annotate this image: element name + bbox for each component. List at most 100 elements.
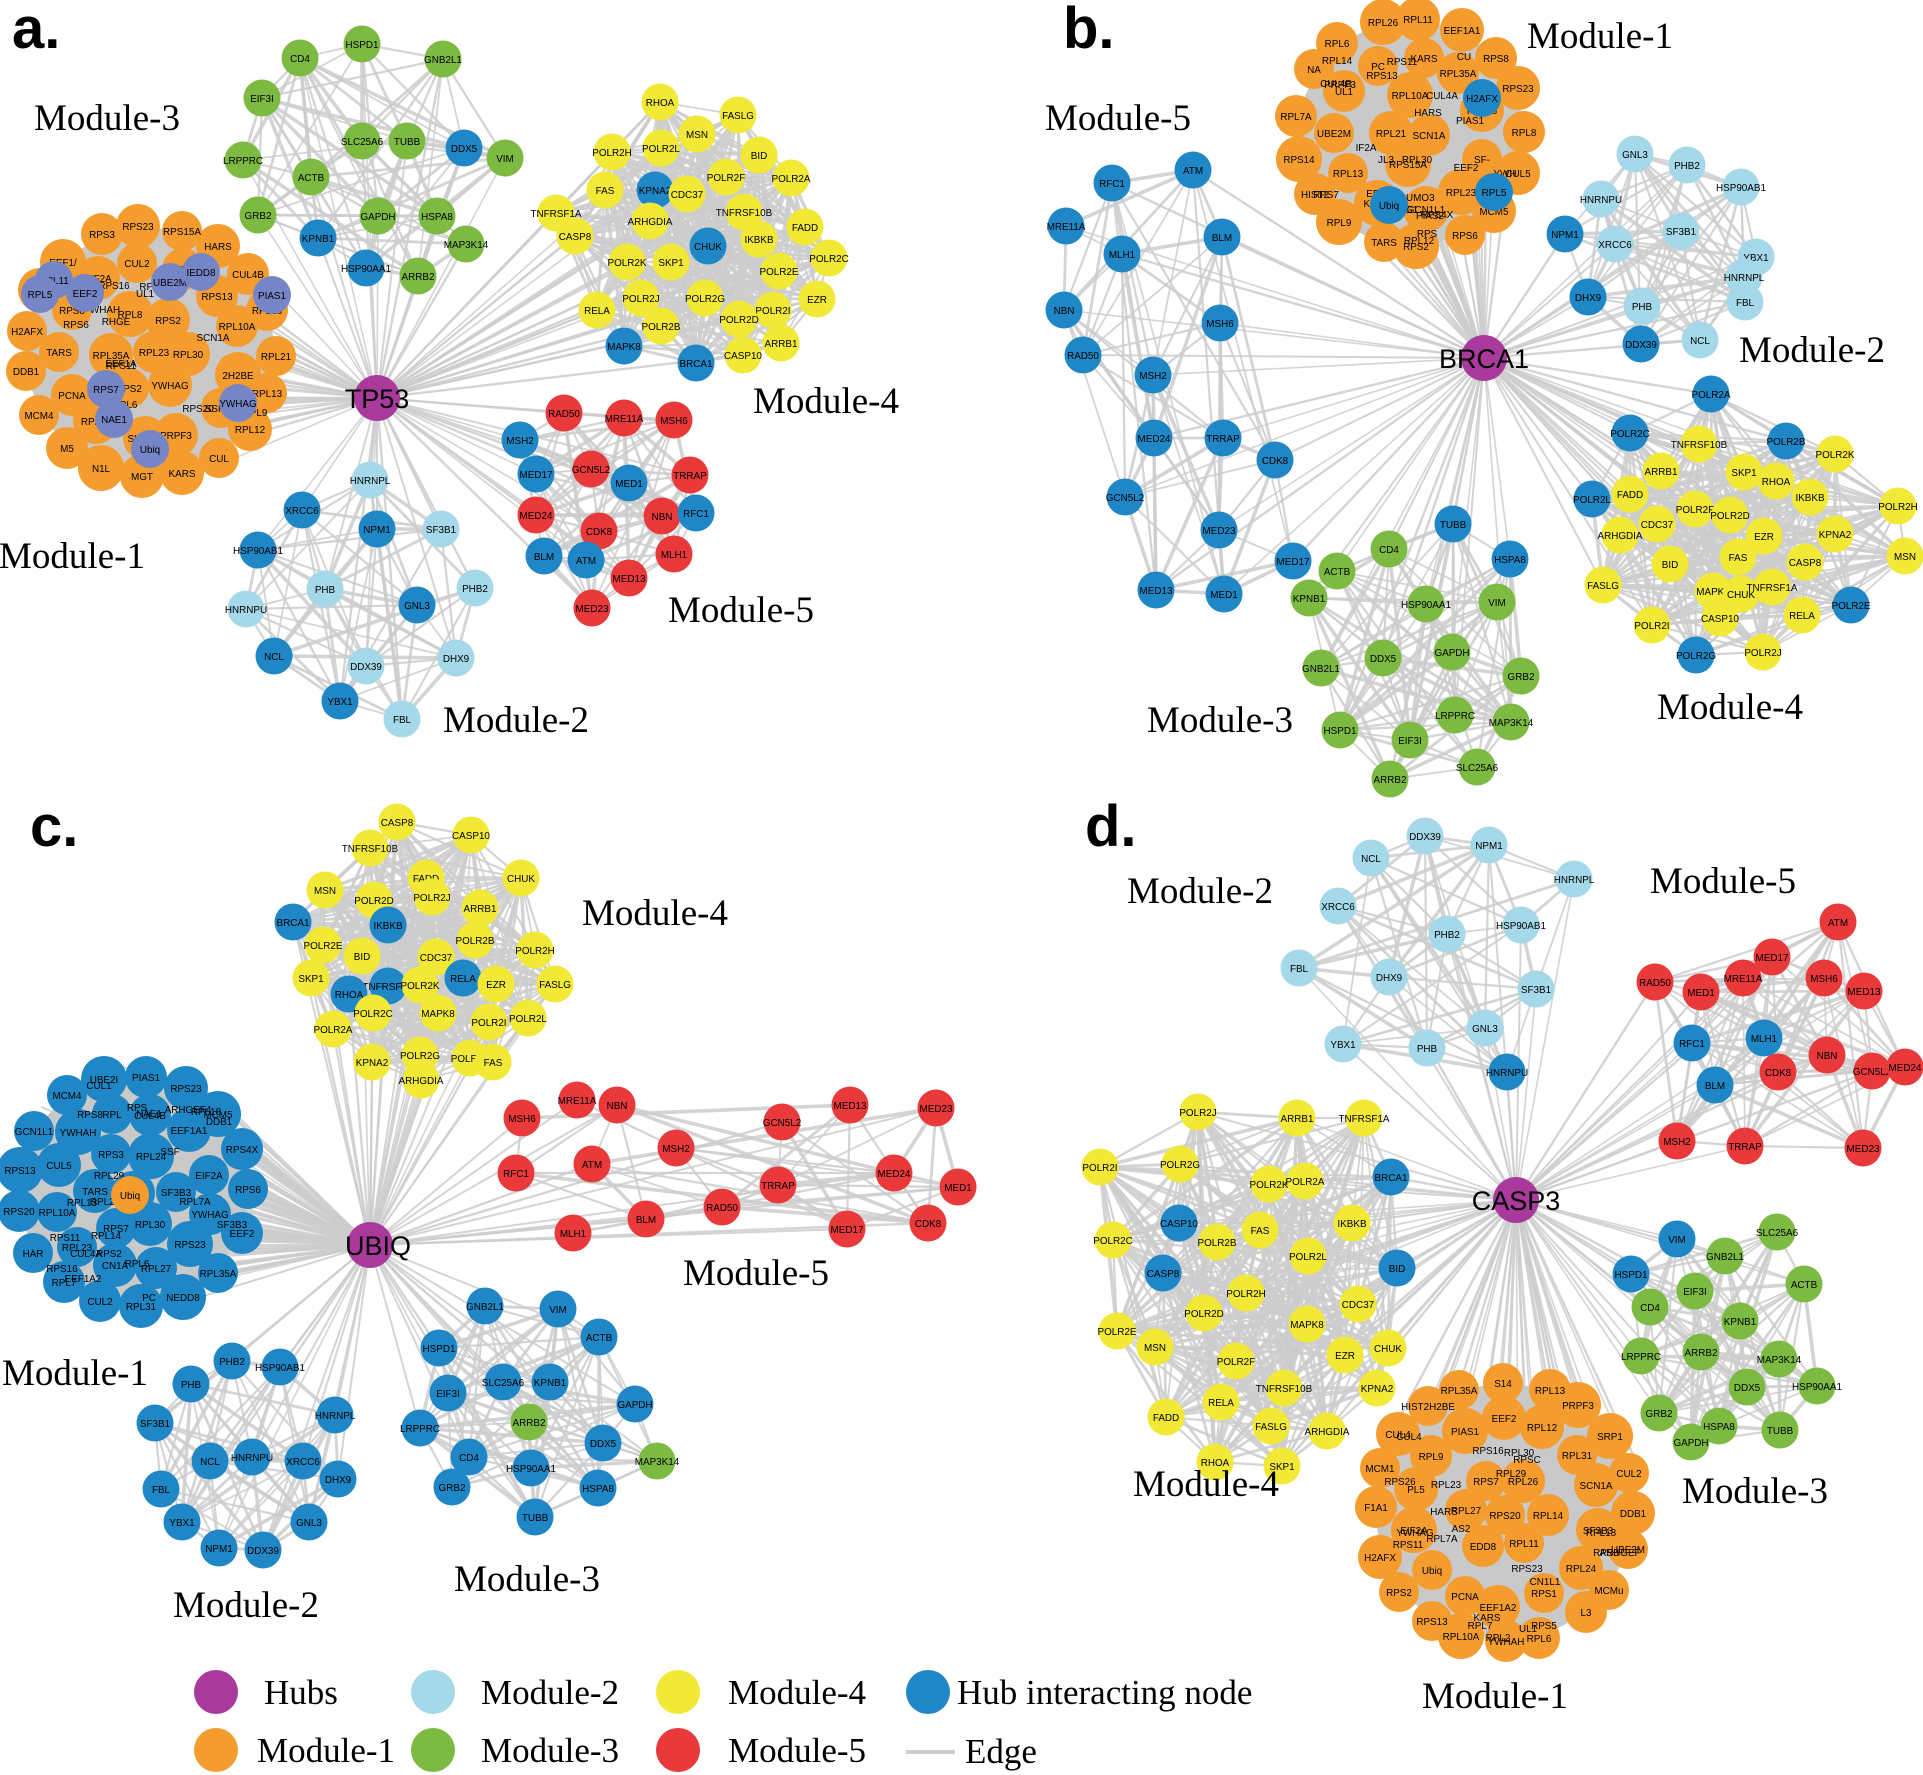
svg-text:IKBKB: IKBKB xyxy=(1337,1219,1367,1230)
svg-text:IKBKB: IKBKB xyxy=(373,921,403,932)
svg-text:RPL26: RPL26 xyxy=(1368,18,1399,29)
svg-text:KPNA2: KPNA2 xyxy=(1361,1384,1393,1395)
svg-text:POLR2D: POLR2D xyxy=(354,896,394,907)
svg-text:POLR2J: POLR2J xyxy=(1744,648,1781,659)
svg-text:GNB2L1: GNB2L1 xyxy=(466,1302,504,1313)
svg-text:CASP10: CASP10 xyxy=(1160,1219,1198,1230)
svg-text:BID: BID xyxy=(751,151,767,162)
svg-text:EDD8: EDD8 xyxy=(1470,1542,1497,1553)
svg-text:KARS: KARS xyxy=(169,469,196,480)
svg-text:MED13: MED13 xyxy=(1848,987,1881,998)
svg-text:IF2A: IF2A xyxy=(1356,143,1377,154)
svg-text:FASLG: FASLG xyxy=(1587,581,1619,592)
svg-text:RPS7: RPS7 xyxy=(1473,1477,1499,1488)
svg-text:FASLG: FASLG xyxy=(539,980,571,991)
svg-text:RPS11: RPS11 xyxy=(106,361,137,372)
svg-text:GNL3: GNL3 xyxy=(1472,1024,1498,1035)
svg-text:DDX39: DDX39 xyxy=(247,1546,279,1557)
svg-text:POLR2E: POLR2E xyxy=(760,267,799,278)
svg-text:RPL6: RPL6 xyxy=(125,1259,150,1270)
svg-text:POLR2J: POLR2J xyxy=(622,294,659,305)
svg-text:FADD: FADD xyxy=(1153,1413,1179,1424)
svg-text:EEF1A1: EEF1A1 xyxy=(171,1126,208,1137)
svg-text:LRPPRC: LRPPRC xyxy=(400,1424,440,1435)
svg-text:RELA: RELA xyxy=(1208,1398,1234,1409)
svg-text:UL1: UL1 xyxy=(1519,1624,1538,1635)
svg-text:RPL21: RPL21 xyxy=(261,352,292,363)
svg-text:RAD50: RAD50 xyxy=(706,1203,738,1214)
svg-text:XRCC6: XRCC6 xyxy=(1321,902,1355,913)
svg-text:HARS: HARS xyxy=(204,242,232,253)
svg-text:EZR: EZR xyxy=(1335,1351,1355,1362)
svg-text:POLR2F: POLR2F xyxy=(1676,505,1714,516)
svg-text:RPS6: RPS6 xyxy=(63,320,89,331)
svg-text:MLH1: MLH1 xyxy=(1751,1034,1778,1045)
svg-text:NAE1: NAE1 xyxy=(101,415,127,426)
svg-text:RPS2: RPS2 xyxy=(116,384,142,395)
svg-text:BLM: BLM xyxy=(534,552,554,563)
svg-text:POLR2D: POLR2D xyxy=(1184,1309,1224,1320)
svg-text:KPNB1: KPNB1 xyxy=(302,234,335,245)
svg-text:RPL7A: RPL7A xyxy=(179,1197,211,1208)
svg-text:ACTB: ACTB xyxy=(586,1333,613,1344)
svg-text:PIAS1: PIAS1 xyxy=(258,291,287,302)
svg-text:RHGE: RHGE xyxy=(102,317,131,328)
svg-text:EEF1A2: EEF1A2 xyxy=(65,1274,102,1285)
svg-text:POLR2I: POLR2I xyxy=(755,306,790,317)
svg-text:POLR2C: POLR2C xyxy=(1610,429,1650,440)
svg-text:PIAS1: PIAS1 xyxy=(1456,116,1485,127)
svg-text:CN1L1: CN1L1 xyxy=(1530,1577,1561,1588)
svg-text:CUL4B: CUL4B xyxy=(1320,79,1352,90)
svg-text:HSPD1: HSPD1 xyxy=(1615,1270,1648,1281)
svg-text:Ubiq: Ubiq xyxy=(140,445,160,456)
svg-text:CDK8: CDK8 xyxy=(1765,1068,1792,1079)
svg-text:PHB: PHB xyxy=(1632,302,1653,313)
svg-text:TNFRSF10B: TNFRSF10B xyxy=(1671,440,1728,451)
svg-text:POLR2H: POLR2H xyxy=(1878,502,1918,513)
svg-text:POLR2E: POLR2E xyxy=(1832,601,1871,612)
svg-text:MLH1: MLH1 xyxy=(1109,250,1136,261)
svg-text:RPL6: RPL6 xyxy=(1527,1634,1552,1645)
svg-text:RPL: RPL xyxy=(102,1110,122,1121)
svg-text:RPL9: RPL9 xyxy=(1327,218,1352,229)
svg-text:GCN1L1: GCN1L1 xyxy=(15,1127,54,1138)
svg-text:POLR2E: POLR2E xyxy=(304,941,343,952)
svg-text:GRB2: GRB2 xyxy=(1508,672,1535,683)
svg-text:RPL26: RPL26 xyxy=(1508,1477,1539,1488)
svg-text:RPS15A: RPS15A xyxy=(163,227,201,238)
svg-text:GAPDH: GAPDH xyxy=(1673,1438,1708,1449)
svg-text:RPL27: RPL27 xyxy=(1451,1506,1481,1517)
svg-text:CASP8: CASP8 xyxy=(559,232,592,243)
svg-text:NCL: NCL xyxy=(1361,854,1381,865)
svg-text:CDC37: CDC37 xyxy=(671,190,703,201)
svg-text:EIF2A: EIF2A xyxy=(195,1171,223,1182)
svg-text:SF3B1: SF3B1 xyxy=(1521,985,1552,996)
svg-text:ARRB2: ARRB2 xyxy=(1374,775,1407,786)
svg-text:MED17: MED17 xyxy=(1277,557,1310,568)
svg-text:Module-3: Module-3 xyxy=(481,1731,619,1770)
svg-text:MLH1: MLH1 xyxy=(661,550,688,561)
svg-text:RPL14: RPL14 xyxy=(91,1231,122,1242)
svg-text:CD4: CD4 xyxy=(1379,545,1399,556)
svg-text:CDK8: CDK8 xyxy=(915,1219,942,1230)
svg-text:RELA: RELA xyxy=(1789,611,1815,622)
svg-text:SLC25A6: SLC25A6 xyxy=(1756,1228,1799,1239)
svg-text:EIF3I: EIF3I xyxy=(1683,1287,1707,1298)
svg-text:TNFRSF1A: TNFRSF1A xyxy=(362,982,413,993)
svg-text:YWHAH: YWHAH xyxy=(60,1128,97,1139)
svg-text:RPS2: RPS2 xyxy=(1403,242,1429,253)
svg-text:KPNA2: KPNA2 xyxy=(1819,530,1851,541)
svg-text:ARRB1: ARRB1 xyxy=(1281,1114,1314,1125)
svg-text:HNRNPU: HNRNPU xyxy=(231,1453,273,1464)
svg-text:SKP1: SKP1 xyxy=(1731,468,1757,479)
svg-text:RPL31: RPL31 xyxy=(1562,1451,1593,1462)
svg-text:MCM4: MCM4 xyxy=(24,411,54,422)
svg-text:MED23: MED23 xyxy=(1203,526,1236,537)
svg-text:POLR2F: POLR2F xyxy=(707,173,745,184)
svg-text:HNRNPL: HNRNPL xyxy=(1724,273,1765,284)
svg-text:RPS23: RPS23 xyxy=(1511,1564,1543,1575)
svg-text:a.: a. xyxy=(12,0,60,61)
svg-text:RAD50: RAD50 xyxy=(548,409,580,420)
svg-text:TNFRSF10B: TNFRSF10B xyxy=(342,844,399,855)
svg-text:PC: PC xyxy=(142,1293,156,1304)
